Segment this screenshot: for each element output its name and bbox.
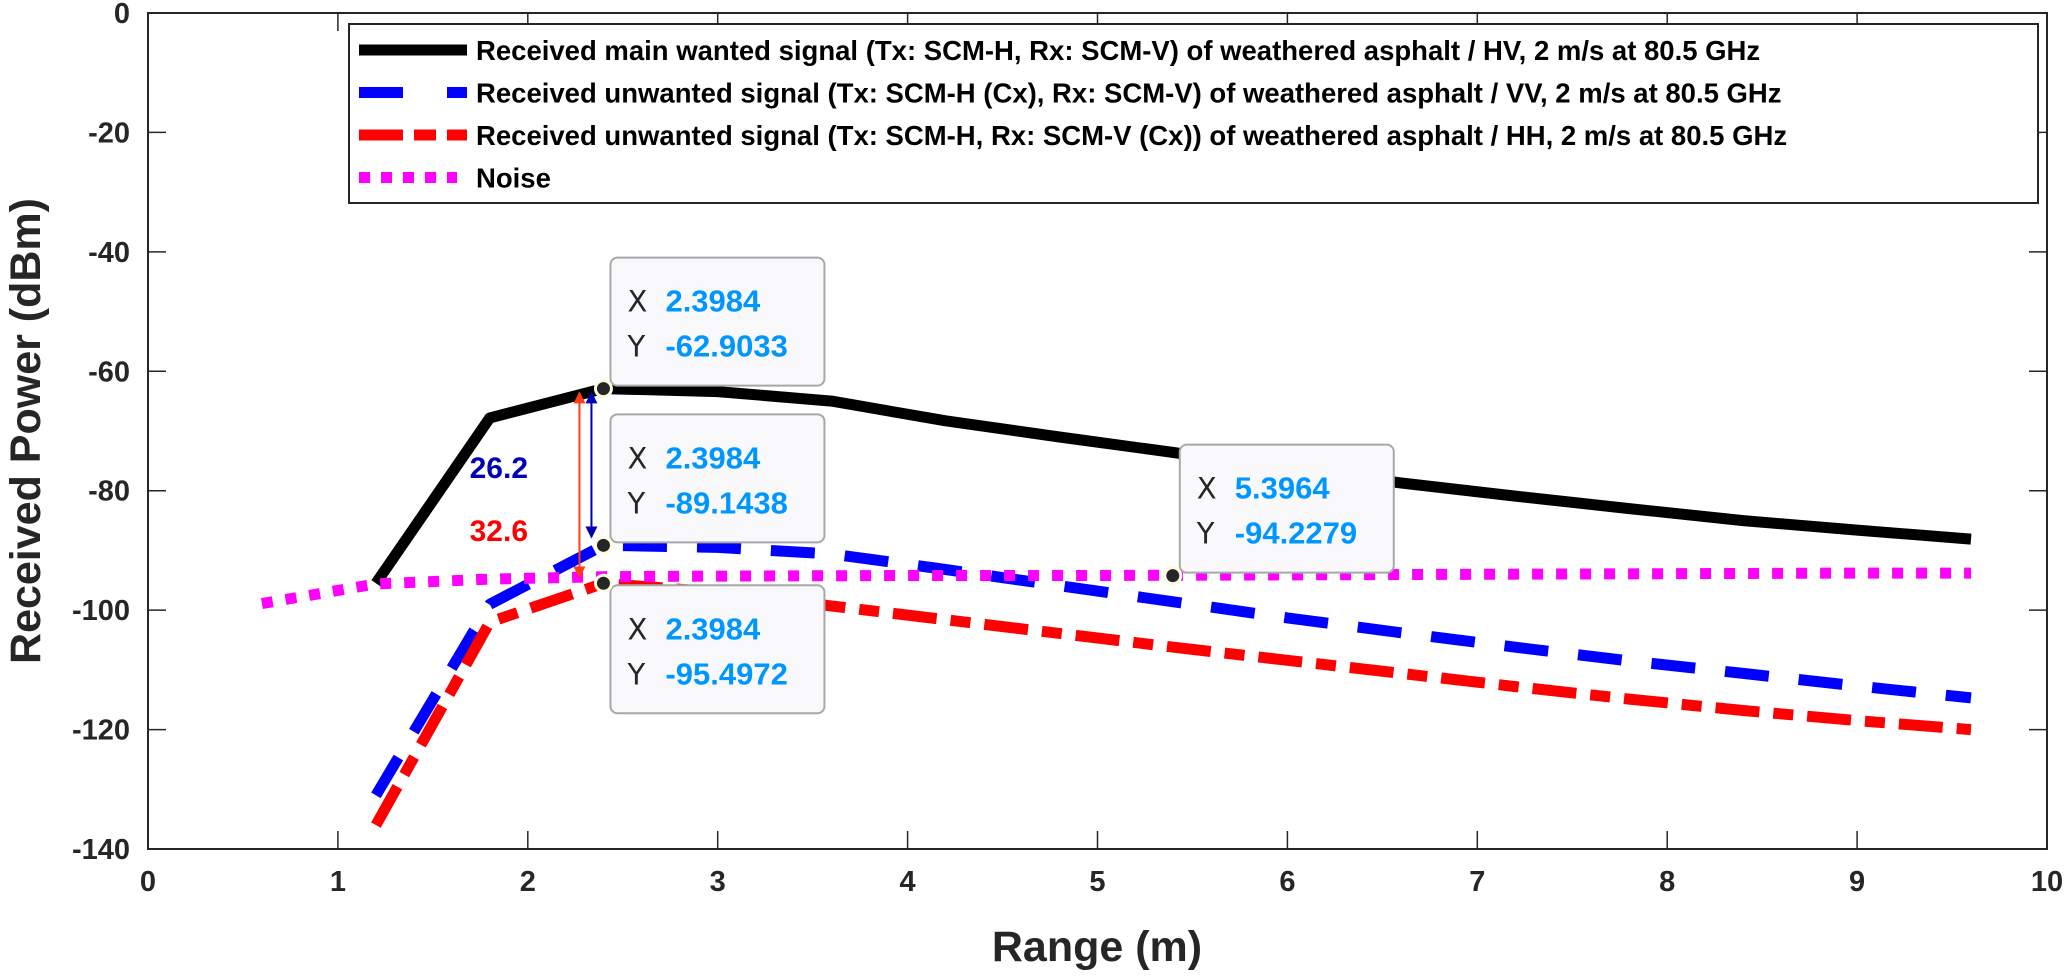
y-tick-label: 0 <box>114 0 130 30</box>
y-tick-label: -60 <box>88 356 130 388</box>
datatip-box <box>1178 443 1395 574</box>
datatip-y-label: Y <box>626 330 645 364</box>
datatip-box <box>609 413 826 544</box>
datatip-x-value: 5.3964 <box>1235 471 1331 506</box>
y-tick-label: -140 <box>72 834 130 866</box>
x-tick-label: 5 <box>1089 866 1105 898</box>
datatip-x-label: X <box>627 441 647 475</box>
datatip: X 2.3984 Y -62.9033 <box>593 256 826 399</box>
x-axis-title: Range (m) <box>992 923 1202 971</box>
x-tick-label: 9 <box>1849 866 1865 898</box>
datatip: X 5.3964 Y -94.2279 <box>1163 443 1395 586</box>
datatips: X 2.3984 Y -62.9033 X 2.3984 Y -89.1438 X 2.3984 Y… <box>593 256 1395 715</box>
x-tick-label: 1 <box>330 866 346 898</box>
datatip-x-value: 2.3984 <box>665 440 761 475</box>
legend: Received main wanted signal (Tx: SCM-H, … <box>348 23 2039 204</box>
annotations: 26.2 32.6 <box>470 391 598 579</box>
datatip-x-label: X <box>627 285 647 319</box>
datatip-box <box>609 584 826 715</box>
y-tick-label: -40 <box>88 237 130 269</box>
y-tick-label: -20 <box>88 117 130 149</box>
x-tick-label: 3 <box>710 866 726 898</box>
x-tick-label: 6 <box>1279 866 1295 898</box>
datatip-marker <box>593 379 613 399</box>
datatip-y-value: -95.4972 <box>665 656 787 691</box>
series-line-2 <box>371 539 1972 799</box>
annotation-label: 32.6 <box>470 515 528 548</box>
y-tick-label: -120 <box>72 715 130 747</box>
datatip-y-value: -94.2279 <box>1235 516 1357 551</box>
datatip-marker <box>593 573 613 593</box>
datatip-x-value: 2.3984 <box>665 611 761 646</box>
legend-box <box>348 23 2039 204</box>
annotation-label: 26.2 <box>470 452 528 485</box>
x-tick-label: 7 <box>1469 866 1485 898</box>
datatip: X 2.3984 Y -89.1438 <box>593 413 826 555</box>
x-tick-label: 0 <box>140 866 156 898</box>
datatip-y-label: Y <box>626 657 645 691</box>
datatip-x-label: X <box>1197 472 1217 506</box>
datatip-x-value: 2.3984 <box>665 284 761 319</box>
legend-entry: Received main wanted signal (Tx: SCM-H, … <box>476 35 1760 66</box>
y-tick-label: -100 <box>72 595 130 627</box>
datatip: X 2.3984 Y -95.4972 <box>593 573 826 715</box>
datatip-box <box>609 256 826 387</box>
datatip-marker <box>1163 566 1183 586</box>
legend-entry: Noise <box>476 163 551 194</box>
legend-entry: Received unwanted signal (Tx: SCM-H, Rx:… <box>476 120 1787 151</box>
datatip-y-label: Y <box>626 486 645 520</box>
datatip-y-value: -62.9033 <box>665 329 787 364</box>
datatip-y-value: -89.1438 <box>665 485 787 520</box>
legend-entry: Received unwanted signal (Tx: SCM-H (Cx)… <box>476 78 1782 109</box>
series-line-1 <box>371 383 1972 587</box>
datatip-marker <box>593 535 613 555</box>
axes: 0 1 2 3 4 5 6 7 8 9 10 0 -20 -40 -60 -80 -100 -120 -140 <box>72 0 2063 898</box>
x-tick-label: 8 <box>1659 866 1675 898</box>
x-tick-label: 4 <box>900 866 916 898</box>
x-tick-label: 2 <box>520 866 536 898</box>
x-tick-label: 10 <box>2031 866 2063 898</box>
y-axis-title: Received Power (dBm) <box>2 198 50 664</box>
y-tick-label: -80 <box>88 476 130 508</box>
datatip-x-label: X <box>627 612 647 646</box>
datatip-y-label: Y <box>1196 517 1215 551</box>
